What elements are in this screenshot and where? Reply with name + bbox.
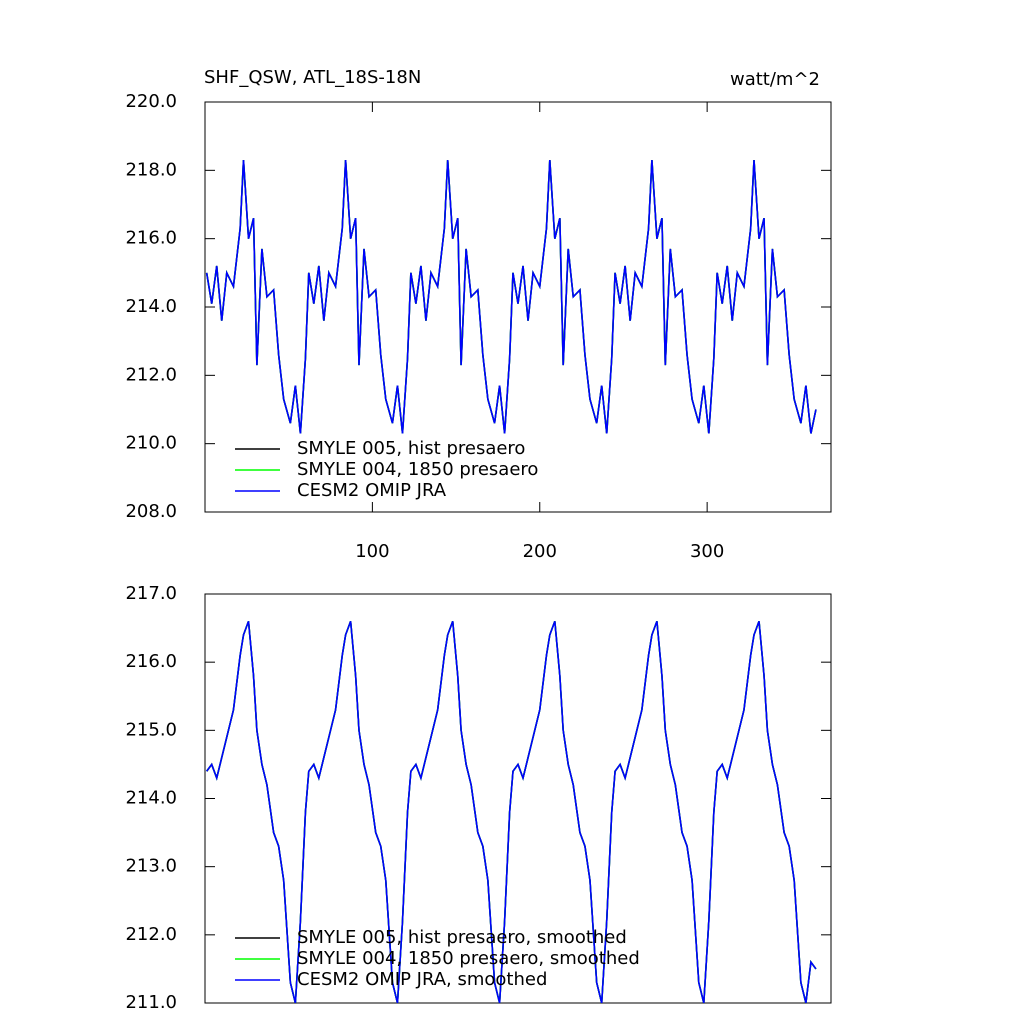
legend-label: SMYLE 004, 1850 presaero — [297, 459, 538, 480]
x-tick-label: 100 — [355, 541, 389, 562]
legend-label: CESM2 OMIP JRA — [297, 480, 447, 501]
y-tick-label: 216.0 — [125, 228, 177, 249]
y-tick-label: 214.0 — [125, 788, 177, 809]
data-line — [205, 160, 817, 434]
y-tick-label: 211.0 — [125, 992, 177, 1013]
x-tick-label: 300 — [690, 541, 724, 562]
y-tick-label: 216.0 — [125, 651, 177, 672]
legend-label: SMYLE 005, hist presaero, smoothed — [297, 927, 627, 948]
chart-title: SHF_QSW, ATL_18S-18N — [204, 67, 421, 88]
y-tick-label: 213.0 — [125, 856, 177, 877]
legend-label: CESM2 OMIP JRA, smoothed — [297, 969, 547, 990]
y-tick-label: 215.0 — [125, 719, 177, 740]
y-tick-label: 208.0 — [125, 501, 177, 522]
x-tick-label: 200 — [523, 541, 557, 562]
y-tick-label: 212.0 — [125, 924, 177, 945]
y-tick-label: 212.0 — [125, 364, 177, 385]
y-tick-label: 210.0 — [125, 433, 177, 454]
legend-label: SMYLE 005, hist presaero — [297, 438, 525, 459]
y-tick-label: 217.0 — [125, 583, 177, 604]
legend-label: SMYLE 004, 1850 presaero, smoothed — [297, 948, 640, 969]
data-line — [206, 620, 817, 1003]
y-tick-label: 214.0 — [125, 296, 177, 317]
units-label: watt/m^2 — [730, 69, 820, 90]
y-tick-label: 220.0 — [125, 91, 177, 112]
y-tick-label: 218.0 — [125, 159, 177, 180]
